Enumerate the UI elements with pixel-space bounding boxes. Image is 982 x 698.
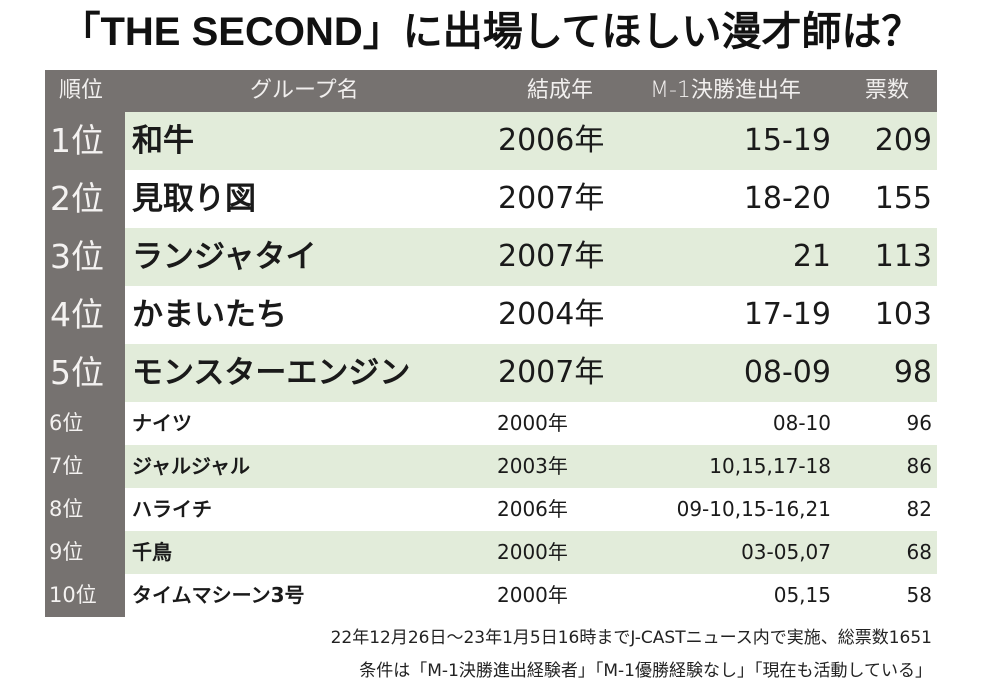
rank-cell: 3位 xyxy=(45,228,125,286)
table-row: 7位 ジャルジャル 2003年 10,15,17-18 86 xyxy=(45,445,937,488)
table-row: 2位 見取り図 2007年 18-20 155 xyxy=(45,170,937,228)
table-row: 1位 和牛 2006年 15-19 209 xyxy=(45,112,937,170)
group-name: 千鳥 xyxy=(132,540,172,564)
header-votes: 票数 xyxy=(865,78,910,103)
group-name: ランジャタイ xyxy=(132,239,317,275)
vote-count: 82 xyxy=(906,497,932,521)
table-row: 8位 ハライチ 2006年 09-10,15-16,21 82 xyxy=(45,488,937,531)
formed-year: 2004年 xyxy=(498,297,605,332)
m1-finals-years: 03-05,07 xyxy=(741,540,831,564)
rank-cell: 4位 xyxy=(45,286,125,344)
rank-cell: 6位 xyxy=(45,402,125,445)
vote-count: 86 xyxy=(906,454,932,478)
table-row: 4位 かまいたち 2004年 17-19 103 xyxy=(45,286,937,344)
table-row: 10位 タイムマシーン3号 2000年 05,15 58 xyxy=(45,574,937,617)
page-title: 「THE SECOND」に出場してほしい漫才師は？ xyxy=(60,10,922,54)
table-row: 9位 千鳥 2000年 03-05,07 68 xyxy=(45,531,937,574)
header-m1-finals: M-1決勝進出年 xyxy=(650,78,801,103)
formed-year: 2006年 xyxy=(497,497,568,521)
group-name: 見取り図 xyxy=(132,181,256,217)
vote-count: 68 xyxy=(906,540,932,564)
ranking-table: 順位 グループ名 結成年 M-1決勝進出年 票数 1位 和牛 2006年 15-… xyxy=(45,70,937,617)
rank-cell: 8位 xyxy=(45,488,125,531)
vote-count: 58 xyxy=(906,583,932,607)
vote-count: 98 xyxy=(893,355,932,390)
rank-cell: 2位 xyxy=(45,170,125,228)
rank-cell: 7位 xyxy=(45,445,125,488)
m1-finals-years: 10,15,17-18 xyxy=(709,454,831,478)
m1-finals-years: 05,15 xyxy=(773,583,831,607)
m1-finals-years: 09-10,15-16,21 xyxy=(676,497,831,521)
formed-year: 2000年 xyxy=(497,411,568,435)
m1-finals-years: 21 xyxy=(792,239,831,274)
formed-year: 2003年 xyxy=(497,454,568,478)
group-name: ハライチ xyxy=(132,497,212,521)
table-row: 3位 ランジャタイ 2007年 21 113 xyxy=(45,228,937,286)
rank-cell: 5位 xyxy=(45,344,125,402)
vote-count: 113 xyxy=(874,239,932,274)
vote-count: 96 xyxy=(906,411,932,435)
group-name: かまいたち xyxy=(132,297,287,333)
m1-finals-years: 15-19 xyxy=(743,123,831,158)
header-rank: 順位 xyxy=(59,78,104,103)
formed-year: 2007年 xyxy=(498,239,605,274)
m1-finals-years: 08-10 xyxy=(772,411,831,435)
table-row: 6位 ナイツ 2000年 08-10 96 xyxy=(45,402,937,445)
survey-note: 22年12月26日～23年1月5日16時までJ-CASTニュース内で実施、総票数… xyxy=(330,628,932,648)
header-formed: 結成年 xyxy=(527,78,594,103)
vote-count: 155 xyxy=(874,181,932,216)
formed-year: 2000年 xyxy=(497,583,568,607)
group-name: ジャルジャル xyxy=(132,454,250,478)
formed-year: 2007年 xyxy=(498,181,605,216)
formed-year: 2000年 xyxy=(497,540,568,564)
header-group: グループ名 xyxy=(250,78,359,103)
survey-conditions: 条件は「M-1決勝進出経験者」「M-1優勝経験なし」「現在も活動している」 xyxy=(359,661,932,681)
rank-cell: 9位 xyxy=(45,531,125,574)
rank-cell: 10位 xyxy=(45,574,125,617)
rank-cell: 1位 xyxy=(45,112,125,170)
formed-year: 2007年 xyxy=(498,355,605,390)
group-name: モンスターエンジン xyxy=(132,355,411,391)
vote-count: 103 xyxy=(874,297,932,332)
table-row: 5位 モンスターエンジン 2007年 08-09 98 xyxy=(45,344,937,402)
m1-finals-years: 17-19 xyxy=(743,297,831,332)
vote-count: 209 xyxy=(874,123,932,158)
m1-finals-years: 08-09 xyxy=(743,355,831,390)
group-name: 和牛 xyxy=(132,123,194,159)
formed-year: 2006年 xyxy=(498,123,605,158)
group-name: ナイツ xyxy=(132,411,192,435)
group-name: タイムマシーン3号 xyxy=(132,583,305,607)
m1-finals-years: 18-20 xyxy=(743,181,831,216)
table-header: 順位 グループ名 結成年 M-1決勝進出年 票数 xyxy=(45,70,937,112)
